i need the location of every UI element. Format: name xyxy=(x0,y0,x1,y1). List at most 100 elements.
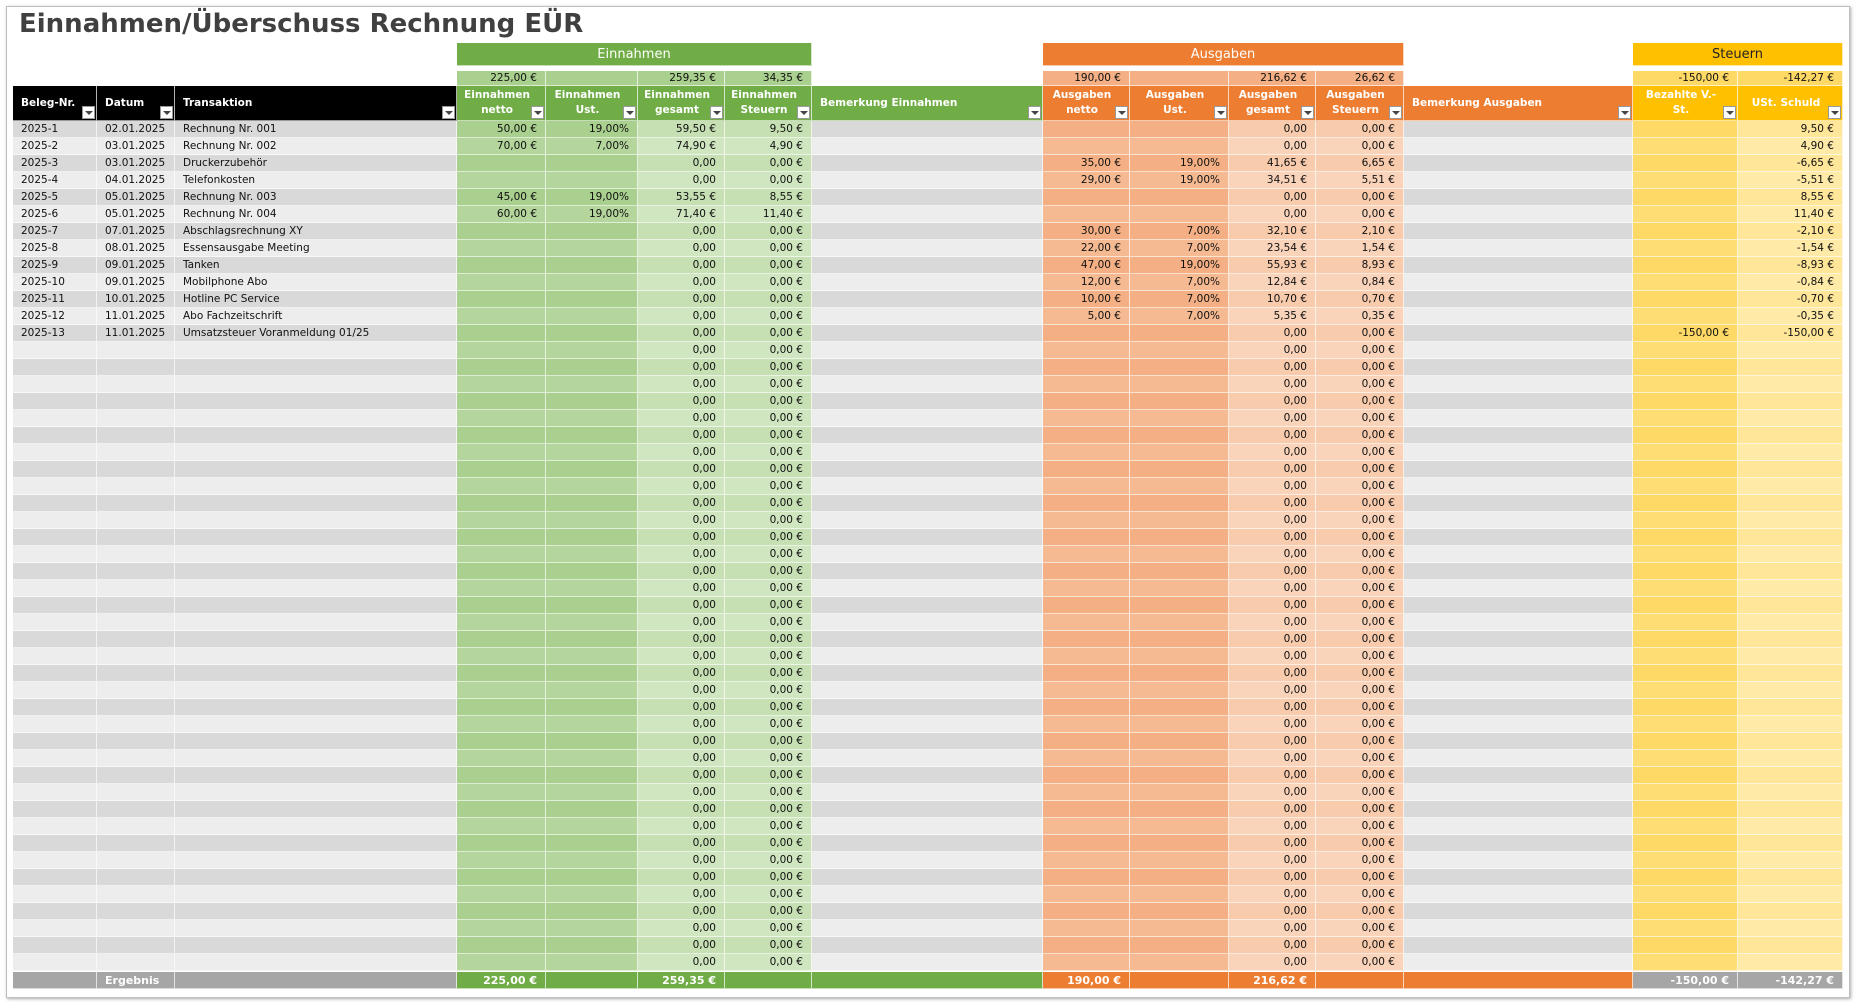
cell xyxy=(1633,427,1738,444)
cell xyxy=(1130,665,1229,682)
filter-button[interactable] xyxy=(1828,106,1841,119)
cell xyxy=(457,920,546,937)
cell xyxy=(175,410,457,427)
cell xyxy=(1633,546,1738,563)
cell xyxy=(97,784,175,801)
cell: 0,00 € xyxy=(1316,869,1404,886)
cell: 0,00 € xyxy=(725,274,812,291)
filter-button[interactable] xyxy=(797,106,810,119)
cell xyxy=(546,716,638,733)
column-header: Einnahmen gesamt xyxy=(638,86,725,121)
filter-button[interactable] xyxy=(1301,106,1314,119)
cell xyxy=(1043,818,1130,835)
cell xyxy=(1043,461,1130,478)
cell xyxy=(175,648,457,665)
cell xyxy=(1633,937,1738,954)
cell: 0,00 xyxy=(1229,461,1316,478)
cell: 0,00 xyxy=(1229,138,1316,155)
cell: 34,51 € xyxy=(1229,172,1316,189)
cell: 0,00 xyxy=(638,937,725,954)
cell xyxy=(1633,665,1738,682)
total-cell: 34,35 € xyxy=(725,71,812,86)
cell: 11,40 € xyxy=(725,206,812,223)
cell xyxy=(1130,597,1229,614)
filter-button[interactable] xyxy=(1115,106,1128,119)
cell xyxy=(457,750,546,767)
filter-button[interactable] xyxy=(623,106,636,119)
filter-button[interactable] xyxy=(1389,106,1402,119)
cell: 2025-9 xyxy=(13,257,97,274)
cell xyxy=(13,529,97,546)
cell: 0,00 xyxy=(1229,342,1316,359)
filter-button[interactable] xyxy=(1723,106,1736,119)
cell xyxy=(1633,597,1738,614)
cell: 09.01.2025 xyxy=(97,274,175,291)
cell: 0,00 € xyxy=(725,750,812,767)
cell: 0,00 xyxy=(638,835,725,852)
cell: 0,00 xyxy=(638,172,725,189)
cell xyxy=(1130,852,1229,869)
cell xyxy=(1404,206,1633,223)
cell: 8,55 € xyxy=(725,189,812,206)
cell xyxy=(97,869,175,886)
cell: 0,00 € xyxy=(725,325,812,342)
cell xyxy=(1738,614,1843,631)
filter-button[interactable] xyxy=(1028,106,1041,119)
footer-cell xyxy=(725,972,812,989)
cell: 0,00 € xyxy=(725,529,812,546)
cell: 0,00 xyxy=(1229,937,1316,954)
cell xyxy=(97,682,175,699)
column-header: Bemerkung Einnahmen xyxy=(812,86,1043,121)
cell xyxy=(457,325,546,342)
filter-button[interactable] xyxy=(82,106,95,119)
cell xyxy=(812,189,1043,206)
cell xyxy=(1130,427,1229,444)
cell: 0,00 € xyxy=(725,886,812,903)
cell xyxy=(1043,444,1130,461)
cell: 74,90 € xyxy=(638,138,725,155)
filter-button[interactable] xyxy=(710,106,723,119)
cell xyxy=(457,546,546,563)
filter-button[interactable] xyxy=(531,106,544,119)
cell xyxy=(1130,461,1229,478)
cell: 0,00 xyxy=(1229,801,1316,818)
cell: 0,00 xyxy=(638,631,725,648)
cell xyxy=(812,597,1043,614)
cell: 0,00 xyxy=(1229,444,1316,461)
cell xyxy=(1738,563,1843,580)
filter-button[interactable] xyxy=(442,106,455,119)
cell xyxy=(1404,478,1633,495)
cell xyxy=(546,444,638,461)
cell xyxy=(97,461,175,478)
cell: 7,00% xyxy=(1130,308,1229,325)
group-header: Ausgaben xyxy=(1043,43,1404,66)
cell xyxy=(13,937,97,954)
footer-cell xyxy=(1404,972,1633,989)
cell xyxy=(457,376,546,393)
cell: 50,00 € xyxy=(457,121,546,138)
cell xyxy=(812,138,1043,155)
filter-button[interactable] xyxy=(1618,106,1631,119)
cell xyxy=(1404,580,1633,597)
cell xyxy=(546,274,638,291)
cell: 0,00 xyxy=(638,342,725,359)
column-header: Ausgaben netto xyxy=(1043,86,1130,121)
cell xyxy=(1404,801,1633,818)
cell xyxy=(13,359,97,376)
cell xyxy=(812,648,1043,665)
footer-cell xyxy=(546,972,638,989)
cell xyxy=(13,852,97,869)
cell: 5,35 € xyxy=(1229,308,1316,325)
cell: 2025-13 xyxy=(13,325,97,342)
cell xyxy=(1404,138,1633,155)
cell xyxy=(1404,733,1633,750)
total-cell: -142,27 € xyxy=(1738,71,1843,86)
cell xyxy=(1404,274,1633,291)
cell xyxy=(1043,699,1130,716)
filter-button[interactable] xyxy=(160,106,173,119)
cell: 0,00 xyxy=(638,699,725,716)
filter-button[interactable] xyxy=(1214,106,1227,119)
cell xyxy=(546,240,638,257)
cell: 11.01.2025 xyxy=(97,325,175,342)
cell: 0,00 xyxy=(1229,427,1316,444)
